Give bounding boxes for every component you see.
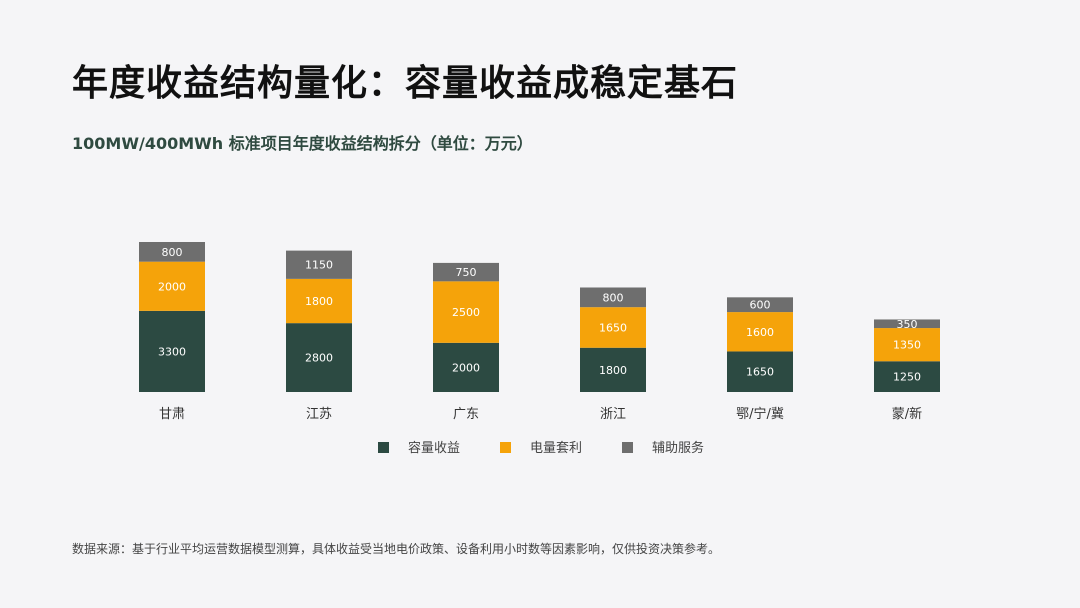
bar-segment-ancillary xyxy=(139,242,205,262)
bar-segment-capacity xyxy=(874,361,940,392)
bar-segment-arbitrage xyxy=(727,312,793,352)
data-label-capacity: 2800 xyxy=(305,352,333,365)
data-label-ancillary: 1150 xyxy=(305,259,333,272)
data-label-arbitrage: 1350 xyxy=(893,339,921,352)
bar-segment-ancillary xyxy=(580,287,646,308)
category-label: 广东 xyxy=(453,407,479,422)
category-label: 江苏 xyxy=(306,406,332,422)
bar-segment-ancillary xyxy=(874,319,940,329)
legend: 容量收益 电量套利 辅助服务 xyxy=(378,440,704,456)
bar-segment-arbitrage xyxy=(433,281,499,343)
legend-label-ancillary: 辅助服务 xyxy=(652,440,704,456)
category-label: 鄂/宁/冀 xyxy=(736,406,784,422)
data-label-capacity: 2000 xyxy=(452,361,480,374)
category-labels: 甘肃 江苏 广东 浙江 鄂/宁/冀 蒙/新 xyxy=(159,406,922,422)
bar-segment-arbitrage xyxy=(580,307,646,348)
data-label-ancillary: 800 xyxy=(603,291,624,304)
bar-segment-capacity xyxy=(580,347,646,392)
category-label: 甘肃 xyxy=(159,407,185,422)
data-source-note: 数据来源：基于行业平均运营数据模型测算，具体收益受当地电价政策、设备利用小时数等… xyxy=(72,542,721,556)
data-label-ancillary: 350 xyxy=(897,318,918,331)
data-label-arbitrage: 1600 xyxy=(746,326,774,339)
bar-segment-ancillary xyxy=(286,250,352,279)
bar-segment-arbitrage xyxy=(286,278,352,324)
bar-segment-arbitrage xyxy=(139,261,205,311)
bar-segment-arbitrage xyxy=(874,328,940,362)
category-label: 蒙/新 xyxy=(892,406,922,422)
page-title: 年度收益结构量化：容量收益成稳定基石 xyxy=(72,63,739,104)
stacked-bar-chart: 3300 2000 800 2800 1800 1150 2000 2500 750 1800 16… xyxy=(139,242,940,456)
data-label-ancillary: 750 xyxy=(456,266,477,279)
chart-subtitle: 100MW/400MWh 标准项目年度收益结构拆分（单位：万元） xyxy=(72,134,533,153)
data-label-capacity: 1250 xyxy=(893,371,921,384)
data-label-capacity: 1800 xyxy=(599,364,627,377)
legend-label-arbitrage: 电量套利 xyxy=(530,440,582,456)
bar-segment-ancillary xyxy=(433,262,499,282)
data-label-ancillary: 800 xyxy=(162,246,183,259)
data-label-arbitrage: 2000 xyxy=(158,280,186,293)
legend-label-capacity: 容量收益 xyxy=(408,440,460,456)
bar-segment-capacity xyxy=(286,323,352,392)
legend-swatch-ancillary xyxy=(622,442,633,453)
data-label-capacity: 3300 xyxy=(158,345,186,358)
bars-group: 3300 2000 800 2800 1800 1150 2000 2500 750 1800 16… xyxy=(139,242,940,392)
legend-swatch-capacity xyxy=(378,442,389,453)
data-label-arbitrage: 1650 xyxy=(599,321,627,334)
bar-segment-capacity xyxy=(433,342,499,392)
data-label-capacity: 1650 xyxy=(746,366,774,379)
category-label: 浙江 xyxy=(600,407,626,422)
bar-segment-capacity xyxy=(139,310,205,392)
bar-segment-ancillary xyxy=(727,297,793,313)
data-label-arbitrage: 1800 xyxy=(305,295,333,308)
data-label-arbitrage: 2500 xyxy=(452,306,480,319)
legend-swatch-arbitrage xyxy=(500,442,511,453)
data-label-ancillary: 600 xyxy=(750,299,771,312)
bar-segment-capacity xyxy=(727,351,793,392)
